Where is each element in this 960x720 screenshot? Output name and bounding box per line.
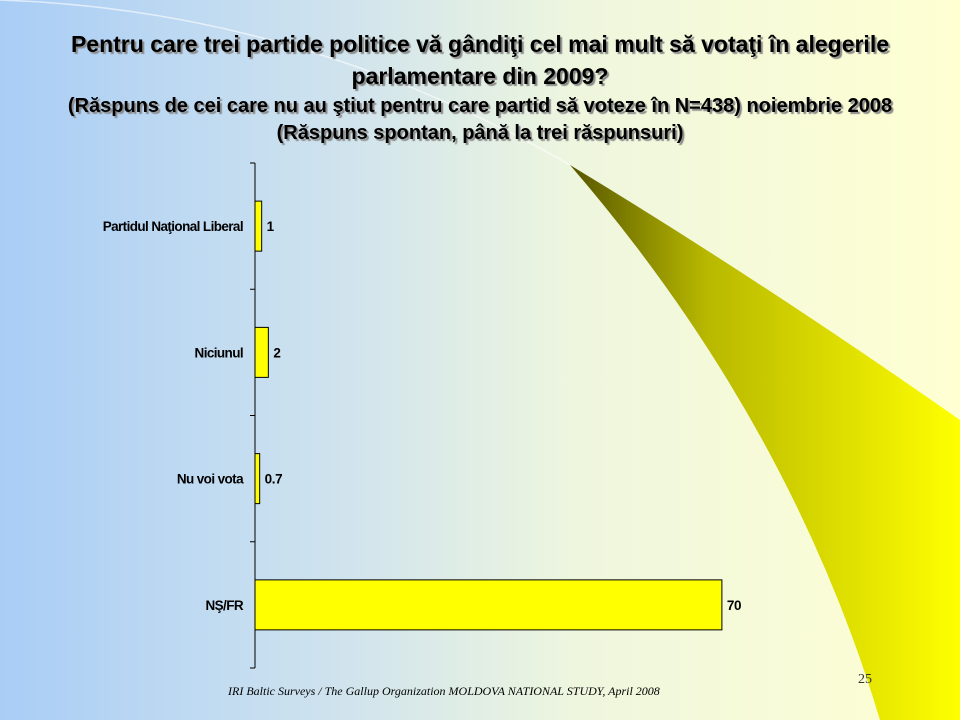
category-label: NŞ/FR — [205, 598, 243, 613]
bar — [254, 579, 723, 631]
data-label: 1 — [267, 219, 275, 234]
bar — [254, 453, 261, 505]
footer-source: IRI Baltic Surveys / The Gallup Organiza… — [228, 684, 660, 698]
category-label: Partidul Naţional Liberal — [103, 219, 243, 234]
category-label: Nu voi vota — [177, 472, 244, 487]
bar — [254, 326, 269, 378]
category-label: Niciunul — [195, 345, 243, 360]
bar — [254, 200, 263, 252]
decorative-arc — [0, 0, 571, 166]
page-number: 25 — [858, 672, 872, 687]
decorative-swoop — [570, 165, 960, 720]
chart-title: Pentru care trei partide politice vă gân… — [70, 31, 890, 89]
chart-subtitle: (Răspuns de cei care nu au ştiut pentru … — [67, 95, 893, 144]
data-label: 70 — [727, 598, 741, 613]
data-label: 2 — [273, 345, 280, 360]
data-label: 0.7 — [265, 472, 283, 487]
